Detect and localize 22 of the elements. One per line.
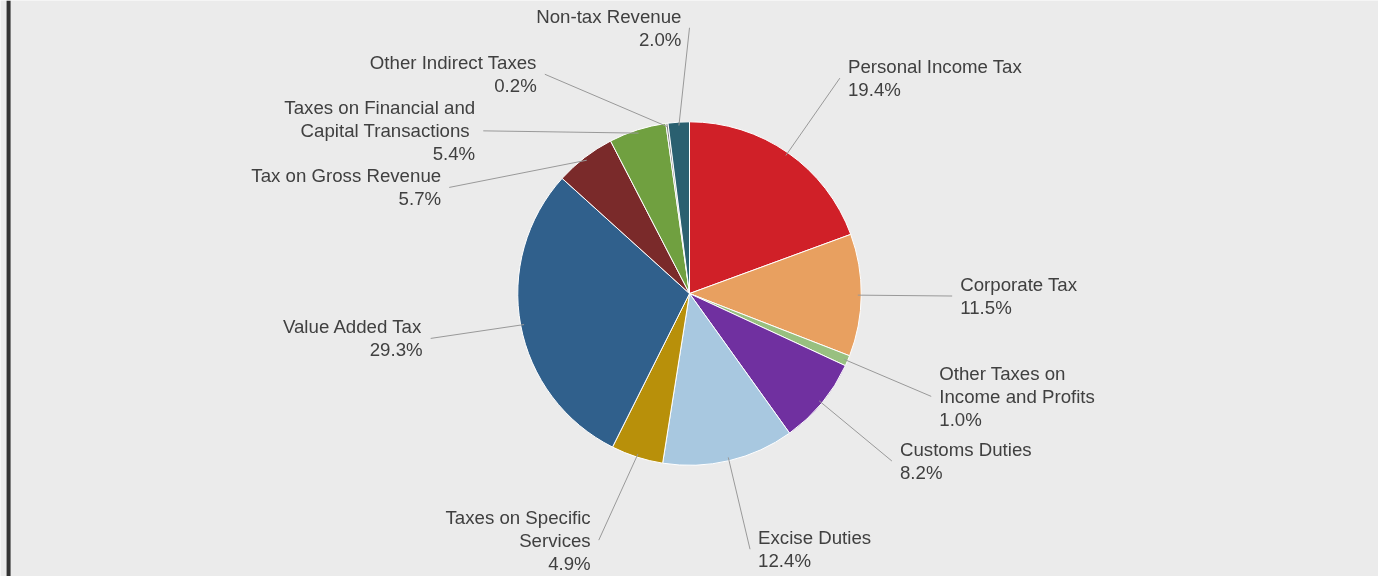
slice-label: Taxes on Specific Services bbox=[445, 506, 591, 551]
slice-label: Value Added Tax bbox=[282, 316, 422, 338]
data-label: 0.2% bbox=[494, 75, 537, 97]
slice-label: Other Indirect Taxes bbox=[369, 52, 537, 74]
slice-label: Tax on Gross Revenue bbox=[251, 165, 442, 187]
slice-label: Non-tax Revenue bbox=[536, 5, 682, 27]
data-label: 11.5% bbox=[960, 297, 1012, 319]
slice-label: Taxes on Financial and Capital Transactions bbox=[284, 97, 476, 142]
slice-label: Other Taxes on Income and Profits bbox=[939, 362, 1095, 407]
data-label: 29.3% bbox=[369, 339, 423, 361]
slice-label: Personal Income Tax bbox=[847, 56, 1023, 78]
data-label: 12.4% bbox=[758, 550, 811, 572]
data-label: 1.0% bbox=[939, 408, 982, 430]
data-label: 19.4% bbox=[847, 79, 901, 101]
data-label: 2.0% bbox=[638, 28, 682, 50]
slice-label: Customs Duties bbox=[899, 438, 1032, 460]
data-label: 5.7% bbox=[398, 188, 442, 210]
data-label: 4.9% bbox=[548, 552, 591, 574]
data-label: 8.2% bbox=[899, 462, 943, 484]
slice-label: Excise Duties bbox=[758, 527, 872, 549]
data-label: 5.4% bbox=[432, 143, 476, 165]
slice-label: Corporate Tax bbox=[960, 273, 1078, 295]
